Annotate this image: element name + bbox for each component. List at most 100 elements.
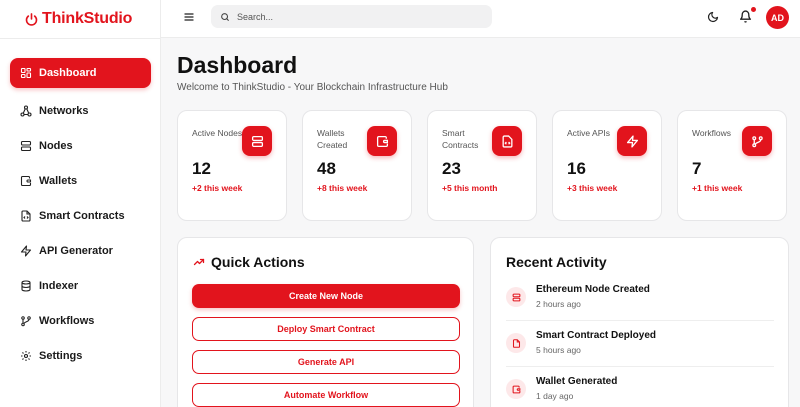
- activity-icon-badge: [506, 379, 526, 399]
- stat-value: 23: [442, 159, 461, 178]
- stat-label: Smart Contracts: [442, 128, 479, 150]
- wallet-icon: [20, 175, 32, 186]
- database-icon: [21, 279, 31, 292]
- notification-dot: [751, 7, 756, 12]
- sidebar-item-networks[interactable]: Networks: [10, 93, 151, 128]
- moon-icon[interactable]: [707, 11, 719, 23]
- sidebar-item-dashboard[interactable]: Dashboard: [10, 58, 151, 88]
- activity-title: Smart Contract Deployed: [536, 330, 657, 341]
- page-subtitle: Welcome to ThinkStudio - Your Blockchain…: [177, 82, 448, 93]
- topbar: AD: [161, 0, 800, 38]
- search-icon: [221, 12, 229, 21]
- sidebar-nav: Dashboard Networks Nodes Wallets Smart C…: [10, 58, 151, 373]
- lightning-icon: [20, 244, 32, 257]
- dashboard-icon: [20, 67, 32, 79]
- file-code-icon: [502, 134, 512, 148]
- search-bar[interactable]: [211, 5, 492, 28]
- deploy-contract-button[interactable]: Deploy Smart Contract: [192, 317, 460, 341]
- stat-icon-badge: [742, 126, 772, 156]
- stat-card-active-nodes[interactable]: Active Nodes 12 +2 this week: [177, 110, 287, 221]
- activity-item[interactable]: Wallet Generated 1 day ago: [506, 376, 617, 401]
- file-code-icon: [512, 338, 520, 348]
- trending-up-icon: [193, 258, 205, 266]
- sidebar-item-api-generator[interactable]: API Generator: [10, 233, 151, 268]
- activity-title: Ethereum Node Created: [536, 284, 650, 295]
- stat-label: Workflows: [692, 128, 732, 138]
- stat-icon-badge: [617, 126, 647, 156]
- power-logo-icon: [25, 12, 38, 26]
- divider: [506, 320, 774, 321]
- quick-actions-title: Quick Actions: [193, 254, 305, 270]
- activity-time: 2 hours ago: [536, 299, 581, 309]
- stat-label: Wallets Created: [317, 128, 348, 150]
- activity-time: 1 day ago: [536, 391, 574, 401]
- sidebar-item-label: Wallets: [39, 174, 78, 187]
- sidebar-item-label: Networks: [39, 104, 89, 117]
- avatar[interactable]: AD: [766, 6, 789, 29]
- stat-change: +3 this week: [567, 183, 618, 193]
- server-icon: [20, 140, 32, 151]
- quick-actions-panel: Quick Actions Create New Node Deploy Sma…: [177, 237, 474, 407]
- workflow-icon: [751, 135, 763, 147]
- panel-title-text: Quick Actions: [211, 254, 305, 270]
- search-input[interactable]: [237, 11, 477, 22]
- workflow-icon: [21, 315, 31, 326]
- server-icon: [251, 135, 263, 147]
- logo[interactable]: ThinkStudio: [24, 10, 132, 28]
- sidebar-item-label: Dashboard: [39, 67, 97, 79]
- sidebar-item-label: Indexer: [39, 279, 79, 292]
- stat-icon-badge: [492, 126, 522, 156]
- sidebar-item-wallets[interactable]: Wallets: [10, 163, 151, 198]
- server-icon: [512, 293, 520, 301]
- bell-icon[interactable]: [739, 10, 752, 23]
- sidebar-item-label: Workflows: [39, 314, 95, 327]
- stat-label: Active Nodes: [192, 128, 243, 138]
- stat-change: +8 this week: [317, 183, 368, 193]
- sidebar-item-label: API Generator: [39, 244, 113, 257]
- activity-icon-badge: [506, 333, 526, 353]
- stat-change: +2 this week: [192, 183, 243, 193]
- create-node-button[interactable]: Create New Node: [192, 284, 460, 308]
- sidebar-item-workflows[interactable]: Workflows: [10, 303, 151, 338]
- generate-api-button[interactable]: Generate API: [192, 350, 460, 374]
- stat-card-active-apis[interactable]: Active APIs 16 +3 this week: [552, 110, 662, 221]
- divider: [0, 38, 161, 39]
- activity-time: 5 hours ago: [536, 345, 581, 355]
- hamburger-menu-icon[interactable]: [183, 11, 195, 23]
- file-code-icon: [21, 209, 31, 222]
- stat-icon-badge: [367, 126, 397, 156]
- recent-activity-panel: Recent Activity Ethereum Node Created 2 …: [490, 237, 789, 407]
- sidebar-item-label: Smart Contracts: [39, 209, 125, 222]
- stat-value: 12: [192, 159, 211, 178]
- stat-change: +1 this week: [692, 183, 743, 193]
- stat-card-workflows[interactable]: Workflows 7 +1 this week: [677, 110, 787, 221]
- activity-item[interactable]: Smart Contract Deployed 5 hours ago: [506, 330, 656, 355]
- sidebar-item-indexer[interactable]: Indexer: [10, 268, 151, 303]
- wallet-icon: [512, 385, 520, 393]
- activity-icon-badge: [506, 287, 526, 307]
- divider: [506, 366, 774, 367]
- sidebar: ThinkStudio Dashboard Networks Nodes Wal…: [0, 0, 161, 407]
- network-icon: [20, 104, 32, 117]
- sidebar-item-label: Settings: [39, 349, 83, 362]
- recent-activity-title: Recent Activity: [506, 254, 607, 270]
- stat-value: 48: [317, 159, 336, 178]
- automate-workflow-button[interactable]: Automate Workflow: [192, 383, 460, 407]
- stat-icon-badge: [242, 126, 272, 156]
- page-title: Dashboard: [177, 52, 298, 78]
- brand-name: ThinkStudio: [42, 10, 133, 27]
- sidebar-item-nodes[interactable]: Nodes: [10, 128, 151, 163]
- stat-change: +5 this month: [442, 183, 498, 193]
- stat-value: 7: [692, 159, 702, 178]
- wallet-icon: [376, 135, 388, 147]
- activity-item[interactable]: Ethereum Node Created 2 hours ago: [506, 284, 650, 309]
- stat-value: 16: [567, 159, 586, 178]
- sidebar-item-smart-contracts[interactable]: Smart Contracts: [10, 198, 151, 233]
- sidebar-item-settings[interactable]: Settings: [10, 338, 151, 373]
- activity-title: Wallet Generated: [536, 376, 618, 387]
- stat-card-smart-contracts[interactable]: Smart Contracts 23 +5 this month: [427, 110, 537, 221]
- stat-card-wallets-created[interactable]: Wallets Created 48 +8 this week: [302, 110, 412, 221]
- gear-icon: [21, 350, 31, 361]
- stats-row: Active Nodes 12 +2 this week Wallets Cre…: [177, 110, 787, 221]
- stat-label: Active APIs: [567, 128, 610, 138]
